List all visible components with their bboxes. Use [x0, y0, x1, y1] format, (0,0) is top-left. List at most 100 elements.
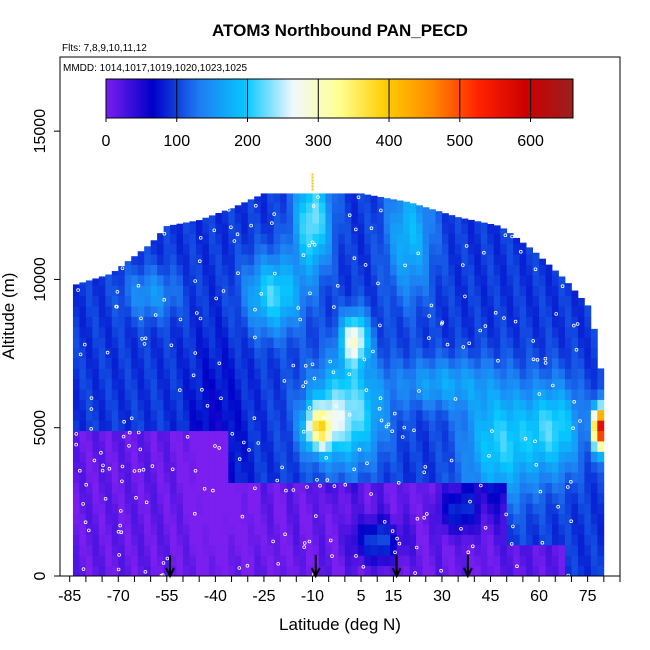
heatmap-cell [370, 555, 378, 567]
heatmap-cell [383, 399, 391, 411]
heatmap-cell [403, 565, 410, 577]
heatmap-cell [474, 337, 482, 349]
heatmap-cell [98, 378, 106, 390]
heatmap-cell [422, 544, 430, 556]
heatmap-cell [150, 420, 158, 432]
heatmap-cell [422, 441, 430, 452]
heatmap-cell [273, 295, 281, 307]
observation-point [127, 430, 132, 435]
heatmap-cell [144, 368, 152, 380]
observation-point [575, 322, 580, 326]
heatmap-cell [150, 347, 158, 359]
heatmap-cell [98, 451, 106, 463]
heatmap-cell [98, 276, 106, 286]
heatmap-cell [409, 306, 417, 317]
heatmap-cell [215, 482, 223, 494]
heatmap-cell [286, 326, 294, 338]
heatmap-cell [306, 544, 313, 556]
heatmap-cell [79, 306, 87, 317]
heatmap-cell [254, 295, 262, 307]
observation-point [193, 279, 198, 283]
heatmap-cell [474, 534, 482, 546]
heatmap-cell [92, 534, 100, 546]
heatmap-cell [286, 420, 294, 432]
heatmap-cell [448, 358, 456, 369]
heatmap-cell [461, 513, 469, 525]
heatmap-cell [72, 337, 80, 349]
heatmap-cell [299, 534, 307, 546]
heatmap-cell [480, 409, 488, 421]
heatmap-cell [306, 420, 313, 432]
heatmap-cell [416, 337, 423, 349]
heatmap-cell [429, 482, 436, 494]
heatmap-cell [111, 430, 119, 442]
heatmap-cell [545, 492, 553, 504]
heatmap-cell [92, 285, 100, 297]
heatmap-cell [299, 565, 307, 577]
observation-point [543, 356, 548, 361]
heatmap-cell [467, 306, 475, 317]
heatmap-cell [247, 482, 255, 494]
heatmap-cell [118, 274, 126, 286]
heatmap-cell [467, 326, 475, 338]
heatmap-cell [513, 358, 521, 369]
heatmap-cell [480, 503, 488, 515]
heatmap-cell [351, 368, 359, 380]
heatmap-cell [526, 555, 533, 567]
heatmap-cell [370, 565, 378, 577]
heatmap-cell [267, 482, 275, 494]
heatmap-cell [273, 306, 281, 317]
heatmap-cell [293, 254, 300, 265]
observation-point [269, 221, 274, 225]
heatmap-cell [208, 378, 216, 390]
heatmap-cell [480, 565, 488, 577]
heatmap-cell [170, 347, 177, 359]
observation-point [84, 482, 88, 487]
heatmap-cell [306, 524, 313, 535]
heatmap-cell [377, 212, 385, 224]
heatmap-cell [157, 420, 164, 432]
heatmap-cell [357, 513, 365, 525]
heatmap-cell [241, 482, 249, 494]
heatmap-cell [170, 482, 177, 494]
heatmap-cell [357, 472, 365, 483]
heatmap-cell [448, 513, 456, 525]
heatmap-cell [215, 430, 223, 442]
heatmap-cell [474, 254, 482, 265]
heatmap-cell [390, 199, 398, 203]
heatmap-cell [228, 399, 236, 411]
heatmap-cell [105, 482, 113, 494]
heatmap-cell [564, 524, 572, 535]
heatmap-cell [480, 337, 488, 349]
heatmap-cell [429, 243, 436, 255]
heatmap-cell [280, 212, 287, 224]
heatmap-cell [441, 492, 449, 504]
heatmap-cell [500, 264, 508, 276]
heatmap-cell [144, 482, 152, 494]
heatmap-cell [176, 233, 184, 245]
heatmap-cell [247, 326, 255, 338]
heatmap-cell [118, 565, 126, 577]
heatmap-cell [526, 565, 533, 577]
heatmap-cell [85, 430, 93, 442]
heatmap-cell [331, 274, 339, 286]
heatmap-cell [183, 285, 190, 297]
heatmap-cell [383, 378, 391, 390]
heatmap-cell [260, 482, 268, 494]
heatmap-cell [234, 368, 242, 380]
observation-point [321, 415, 326, 420]
heatmap-cell [487, 399, 495, 411]
heatmap-cell [545, 295, 553, 307]
heatmap-cell [493, 399, 501, 411]
x-tick-label: -85 [58, 588, 81, 605]
heatmap-cell [513, 326, 521, 338]
heatmap-cell [564, 472, 572, 483]
heatmap-cell [532, 295, 540, 307]
heatmap-cell [416, 205, 423, 214]
heatmap-cell [325, 193, 333, 203]
heatmap-cell [454, 264, 462, 276]
heatmap-cell [234, 555, 242, 567]
heatmap-cell [131, 295, 139, 307]
heatmap-cell [422, 430, 430, 442]
heatmap-cell [513, 472, 521, 483]
